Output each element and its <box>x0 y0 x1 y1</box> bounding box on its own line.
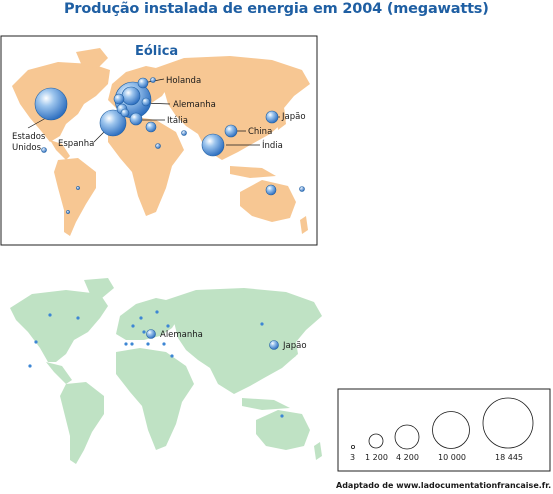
wind-bubble-spain <box>99 109 127 137</box>
wind-bubble-egypt <box>181 130 187 136</box>
label-unidos: Unidos <box>12 143 42 153</box>
wind-bubble-ireland <box>150 77 156 83</box>
solar-dot-3 <box>28 364 32 368</box>
solar-label-japao: Japão <box>282 341 307 351</box>
legend-circle-3 <box>350 444 355 449</box>
solar-dots <box>28 310 284 418</box>
legend-label-10000: 10 000 <box>438 453 466 462</box>
legend-circles <box>350 397 534 450</box>
wind-panel-title: Eólica <box>135 44 178 59</box>
solar-dot-14 <box>162 342 166 346</box>
wind-bubble-japan <box>265 110 279 124</box>
solar-label-alemanha: Alemanha <box>160 330 203 340</box>
solar-dot-11 <box>130 342 134 346</box>
wind-bubble-canada <box>41 147 47 153</box>
wind-bubble-usa <box>34 87 68 121</box>
solar-dot-6 <box>139 316 143 320</box>
solar-map-land <box>10 278 322 464</box>
label-estados: Estados <box>12 132 46 142</box>
wind-bubble-italy <box>129 112 143 126</box>
wind-bubble-netherlands <box>137 77 149 89</box>
label-italia: Itália <box>167 116 188 126</box>
wind-bubble-mexico <box>155 143 161 149</box>
solar-bubble-japan <box>269 340 279 350</box>
label-holanda: Holanda <box>166 76 201 86</box>
legend-circle-4200 <box>394 424 420 450</box>
solar-dot-5 <box>131 324 135 328</box>
legend-label-3: 3 <box>350 453 355 462</box>
wind-bubble-argentina <box>66 210 70 214</box>
solar-dot-12 <box>146 342 150 346</box>
label-alemanha: Alemanha <box>173 100 216 110</box>
wind-bubble-denmark <box>121 86 141 106</box>
source-note: Adaptado de www.ladocumentationfrancaise… <box>336 481 552 490</box>
legend-label-18445: 18 445 <box>495 453 523 462</box>
legend-circle-18445 <box>482 397 534 449</box>
wind-bubble-china <box>224 124 238 138</box>
legend-label-1200: 1 200 <box>365 453 388 462</box>
wind-bubble-nz <box>299 186 305 192</box>
wind-bubble-austria <box>145 121 157 133</box>
solar-dot-7 <box>155 310 159 314</box>
label-india: Índia <box>262 139 283 151</box>
wind-bubble-uk <box>113 93 125 105</box>
legend-label-4200: 4 200 <box>396 453 419 462</box>
solar-dot-15 <box>260 322 264 326</box>
solar-dot-8 <box>166 324 170 328</box>
wind-bubble-sweden <box>141 97 151 107</box>
legend-circle-10000 <box>432 411 470 449</box>
legend-circle-1200 <box>368 433 384 449</box>
label-espanha: Espanha <box>58 139 94 149</box>
legend-box <box>337 388 551 472</box>
label-japao: Japão <box>281 112 306 122</box>
solar-dot-9 <box>142 330 146 334</box>
wind-bubble-brazil <box>76 186 80 190</box>
wind-bubble-greece <box>120 108 130 118</box>
solar-bubble-germany <box>146 329 156 339</box>
solar-dot-16 <box>280 414 284 418</box>
solar-dot-4 <box>76 316 80 320</box>
solar-dot-10 <box>124 342 128 346</box>
label-china: China <box>248 127 272 137</box>
solar-dot-2 <box>34 340 38 344</box>
map-title: Produção instalada de energia em 2004 (m… <box>64 1 489 17</box>
wind-bubble-india <box>201 133 225 157</box>
solar-dot-13 <box>170 354 174 358</box>
solar-dot-1 <box>48 313 52 317</box>
wind-bubble-australia <box>265 184 277 196</box>
wind-bubbles <box>34 77 305 214</box>
